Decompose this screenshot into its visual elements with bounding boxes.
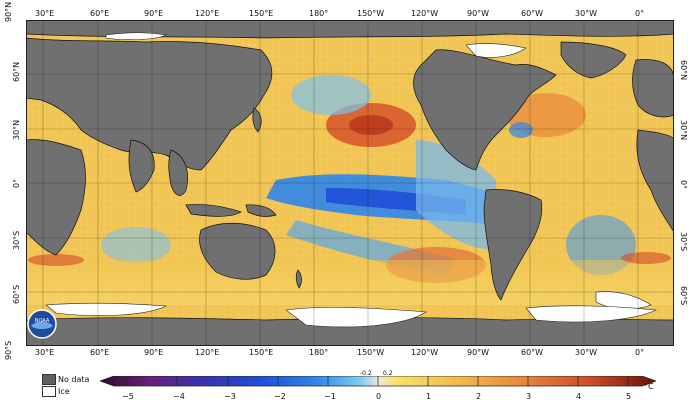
lat-label-left-30s: 30°S — [12, 230, 21, 250]
lat-label-right-60s: 60°S — [679, 286, 688, 306]
lat-label-left-60s: 60°S — [12, 284, 21, 304]
colorbar-tick-marks — [125, 376, 629, 386]
arctic-ice — [105, 32, 167, 40]
lon-label-bottom-30w: 30°W — [575, 348, 598, 357]
antarctic-ice-indian — [45, 302, 168, 316]
lon-label-top-120e: 120°E — [195, 9, 220, 18]
antarctic-ice-shelf-west — [285, 307, 427, 328]
southern-ocean-warm-streak — [28, 254, 84, 266]
lon-label-bottom-90w: 90°W — [467, 348, 490, 357]
lon-label-bottom-120w: 120°W — [411, 348, 439, 357]
colorbar-tick-0: 0 — [376, 392, 382, 401]
lon-label-top-30e: 30°E — [35, 9, 55, 18]
no-data-label: No data — [58, 375, 90, 384]
ice-label: Ice — [58, 387, 70, 396]
colorbar-tick-4: 4 — [576, 392, 582, 401]
eurasia-land — [25, 37, 273, 171]
colorbar-tick-2: 2 — [476, 392, 482, 401]
lon-label-bottom-30e: 30°E — [35, 348, 55, 357]
lat-label-left-0: 0° — [12, 178, 21, 188]
south-atlantic-ice-patch — [595, 291, 652, 310]
north-pacific-cool-anomaly — [291, 75, 371, 115]
colorbar-tick-m5: −5 — [122, 392, 134, 401]
lat-label-right-60n: 60°N — [679, 60, 688, 81]
lon-label-bottom-150e: 150°E — [249, 348, 274, 357]
colorbar-tick-m1: −1 — [324, 392, 336, 401]
lon-label-top-0: 0° — [635, 9, 645, 18]
lon-label-top-60w: 60°W — [521, 9, 544, 18]
southeast-asia-land — [168, 149, 188, 196]
north-pacific-warm-core — [349, 115, 393, 135]
lon-label-top-120w: 120°W — [411, 9, 439, 18]
ice-swatch — [42, 386, 56, 397]
lat-label-right-30s: 30°S — [679, 232, 688, 252]
southern-ocean-band — [26, 260, 674, 305]
colorbar-tick-1: 1 — [426, 392, 432, 401]
india-land — [128, 139, 155, 193]
indian-ocean-cool-patch — [101, 227, 171, 263]
south-america-land — [483, 189, 543, 301]
lon-label-bottom-60e: 60°E — [90, 348, 110, 357]
lon-label-top-60e: 60°E — [90, 9, 110, 18]
australia-land — [199, 222, 276, 280]
greenland-land — [560, 41, 627, 79]
lon-label-bottom-0: 0° — [635, 348, 645, 357]
colorbar-tick-m3: −3 — [224, 392, 236, 401]
lon-label-top-30w: 30°W — [575, 9, 598, 18]
southern-ocean-warm-streak-east — [621, 252, 671, 264]
lon-label-top-90w: 90°W — [467, 9, 490, 18]
land-masses — [25, 19, 675, 347]
indonesia-land — [185, 204, 242, 217]
lat-label-left-90s: 90°S — [4, 340, 13, 360]
no-data-swatch — [42, 374, 56, 385]
antarctic-ice-shelf-east — [525, 305, 658, 323]
lon-label-bottom-180: 180° — [309, 348, 329, 357]
lon-label-bottom-90e: 90°E — [144, 348, 164, 357]
map-border — [26, 20, 674, 346]
graticule — [26, 20, 674, 346]
map-canvas: NOAA — [25, 19, 675, 347]
lat-label-left-60n: 60°N — [12, 61, 21, 82]
africa-west-land — [636, 129, 675, 234]
lon-label-top-150w: 150°W — [357, 9, 385, 18]
gulf-stream-cool — [509, 122, 533, 138]
japan-land — [252, 107, 262, 133]
lon-label-bottom-150w: 150°W — [357, 348, 385, 357]
lat-label-right-30n: 30°N — [679, 120, 688, 141]
lon-label-bottom-120e: 120°E — [195, 348, 220, 357]
sst-anomaly-map: NOAA — [25, 19, 675, 347]
africa-land — [25, 139, 86, 256]
colorbar-unit: °C — [644, 382, 654, 391]
colorbar-tick-m2: −2 — [274, 392, 286, 401]
colorbar-small-tick-neg: -0.2 — [360, 370, 372, 377]
noaa-logo-text: NOAA — [35, 318, 50, 324]
colorbar-tick-5: 5 — [626, 392, 632, 401]
colorbar-tick-m4: −4 — [173, 392, 185, 401]
lon-label-bottom-60w: 60°W — [521, 348, 544, 357]
colorbar-tick-3: 3 — [526, 392, 532, 401]
lon-label-top-180: 180° — [309, 9, 329, 18]
canada-ice — [465, 43, 527, 58]
north-america-land — [413, 49, 557, 171]
lon-label-top-90e: 90°E — [144, 9, 164, 18]
noaa-logo: NOAA — [27, 309, 57, 339]
europe-land — [632, 59, 675, 118]
lat-label-left-90n: 90°N — [4, 1, 13, 22]
lat-label-right-0: 0° — [679, 180, 688, 190]
colorbar-small-tick-pos: 0.2 — [383, 370, 393, 377]
sea-ice — [45, 32, 658, 328]
new-guinea-land — [245, 204, 277, 217]
lat-label-left-30n: 30°N — [12, 119, 21, 140]
new-zealand-land — [295, 269, 302, 289]
lon-label-top-150e: 150°E — [249, 9, 274, 18]
